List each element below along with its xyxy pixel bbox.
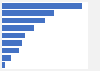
Bar bbox=[2, 10, 54, 16]
Bar bbox=[2, 48, 19, 53]
Bar bbox=[2, 25, 34, 31]
Bar bbox=[2, 3, 82, 9]
Bar bbox=[2, 55, 11, 60]
Bar bbox=[2, 18, 45, 23]
Bar bbox=[2, 62, 5, 68]
Bar bbox=[2, 33, 25, 38]
Bar bbox=[2, 40, 22, 46]
